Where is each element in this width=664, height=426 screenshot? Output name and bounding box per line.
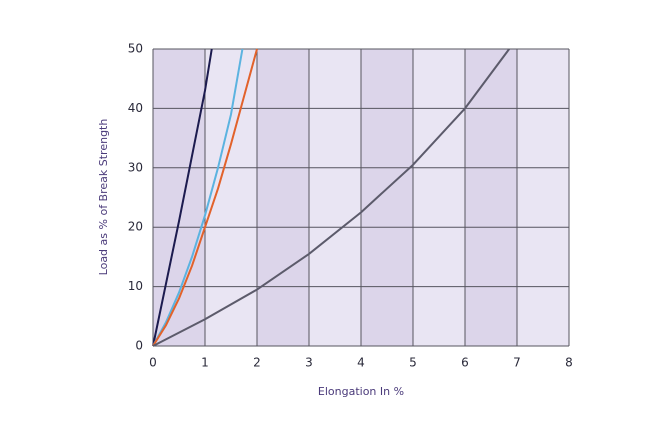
y-tick-label: 50 bbox=[128, 42, 143, 56]
x-tick-label: 4 bbox=[357, 356, 365, 370]
y-tick-label: 10 bbox=[128, 279, 143, 293]
y-tick-label: 40 bbox=[128, 101, 143, 115]
x-tick-label: 0 bbox=[149, 356, 157, 370]
x-tick-label: 7 bbox=[513, 356, 521, 370]
x-tick-label: 6 bbox=[461, 356, 469, 370]
x-tick-label: 1 bbox=[201, 356, 209, 370]
stripe bbox=[361, 49, 413, 346]
x-tick-label: 3 bbox=[305, 356, 313, 370]
x-axis-label: Elongation In % bbox=[318, 385, 404, 398]
y-tick-label: 30 bbox=[128, 160, 143, 174]
x-tick-label: 8 bbox=[565, 356, 573, 370]
data-line bbox=[152, 48, 213, 347]
stripe bbox=[153, 49, 205, 346]
data-line bbox=[152, 48, 258, 347]
data-line bbox=[152, 48, 244, 347]
y-tick-label: 0 bbox=[135, 339, 143, 353]
stripe bbox=[257, 49, 309, 346]
x-tick-label: 5 bbox=[409, 356, 417, 370]
stripe bbox=[465, 49, 517, 346]
y-axis-label: Load as % of Break Strength bbox=[97, 119, 110, 276]
data-line bbox=[152, 48, 511, 347]
y-tick-label: 20 bbox=[128, 220, 143, 234]
x-tick-label: 2 bbox=[253, 356, 261, 370]
